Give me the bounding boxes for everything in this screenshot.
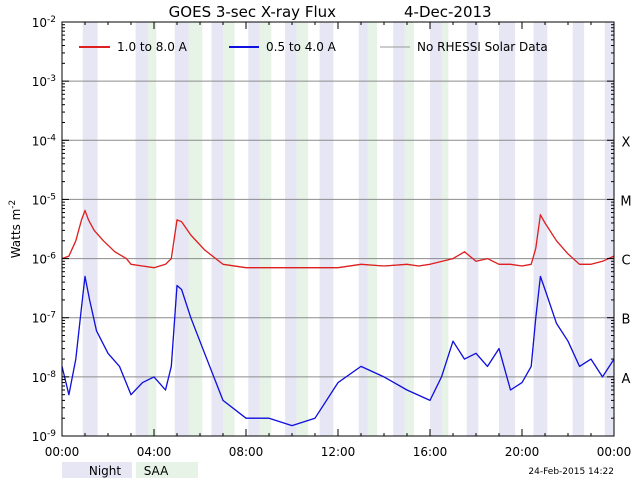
y-axis-label-text: Watts m	[9, 209, 23, 259]
y-axis-label: Watts m-2	[8, 200, 23, 259]
y-tick-label: 10-6	[32, 252, 57, 267]
x-tick-label: 20:00	[505, 445, 540, 459]
x-tick-label: 08:00	[229, 445, 264, 459]
saa-band-3	[259, 22, 272, 436]
saa-band-4	[296, 22, 309, 436]
y-tick-label-exp: -4	[47, 133, 56, 143]
flare-class-labels: X M C B A	[620, 135, 631, 387]
y-tick-labels: 10-210-310-410-510-610-710-810-9	[32, 15, 57, 444]
y-axis-label-sup: -2	[8, 200, 18, 209]
gridlines	[62, 80, 614, 378]
night-band-2	[174, 22, 189, 436]
class-label-C: C	[621, 254, 630, 269]
night-band-11	[499, 22, 516, 436]
shading-legend: Night SAA	[62, 462, 198, 478]
night-label: Night	[89, 464, 122, 478]
legend: 1.0 to 8.0 A 0.5 to 4.0 A No RHESSI Sola…	[79, 40, 548, 54]
series-line-0	[61, 209, 615, 269]
x-tick-label: 16:00	[413, 445, 448, 459]
x-tick-label: 12:00	[321, 445, 356, 459]
night-band-13	[572, 22, 585, 436]
shading-bands	[82, 22, 614, 436]
y-tick-label-base: 10	[32, 253, 47, 267]
y-tick-label: 10-8	[32, 370, 57, 385]
y-tick-label-base: 10	[32, 134, 47, 148]
series-layer	[61, 209, 615, 427]
class-label-X: X	[622, 135, 631, 150]
y-tick-label-exp: -3	[47, 74, 56, 84]
series-line-1	[61, 275, 615, 427]
night-band-10	[466, 22, 479, 436]
y-tick-label-base: 10	[32, 312, 47, 326]
legend-label-norhessi: No RHESSI Solar Data	[417, 40, 548, 54]
saa-band-2	[223, 22, 235, 436]
generated-timestamp: 24-Feb-2015 14:22	[528, 467, 614, 477]
x-tick-labels: 00:00 04:00 08:00 12:00 16:00 20:00 00:00	[45, 445, 632, 459]
y-tick-label-base: 10	[32, 371, 47, 385]
night-band-8	[393, 22, 405, 436]
x-tick-label: 00:00	[597, 445, 632, 459]
y-tick-label: 10-3	[32, 74, 56, 89]
y-tick-label: 10-4	[32, 133, 57, 148]
y-tick-label-exp: -5	[47, 192, 56, 202]
y-tick-label-exp: -6	[47, 252, 56, 262]
y-tick-label-exp: -8	[47, 370, 56, 380]
legend-label-short: 0.5 to 4.0 A	[266, 40, 337, 54]
x-tick-label: 00:00	[45, 445, 80, 459]
night-band-1	[135, 22, 149, 436]
y-tick-label-base: 10	[32, 430, 47, 444]
title-text: GOES 3-sec X-ray Flux	[169, 3, 336, 21]
y-tick-label-base: 10	[32, 16, 47, 30]
y-tick-label-exp: -7	[47, 311, 56, 321]
y-tick-label: 10-5	[32, 192, 56, 207]
title-date: 4-Dec-2013	[404, 3, 492, 21]
saa-label: SAA	[144, 464, 169, 478]
saa-swatch	[136, 462, 198, 478]
class-label-B: B	[622, 313, 631, 328]
night-band-6	[319, 22, 334, 436]
class-label-M: M	[620, 194, 631, 209]
y-tick-label: 10-9	[32, 429, 57, 444]
y-tick-label-base: 10	[32, 75, 47, 89]
y-tick-label-exp: -2	[47, 15, 56, 25]
saa-band-0	[148, 22, 157, 436]
y-tick-label-exp: -9	[47, 429, 56, 439]
y-tick-label: 10-7	[32, 311, 56, 326]
y-tick-label: 10-2	[32, 15, 56, 30]
night-band-0	[82, 22, 98, 436]
axis-ticks	[61, 21, 615, 437]
night-band-7	[358, 22, 368, 436]
night-band-12	[533, 22, 548, 436]
y-tick-label-base: 10	[32, 193, 47, 207]
saa-band-7	[441, 22, 449, 436]
saa-band-5	[367, 22, 378, 436]
chart-title: GOES 3-sec X-ray Flux 4-Dec-2013	[169, 3, 492, 21]
class-label-A: A	[622, 372, 631, 387]
saa-band-6	[404, 22, 414, 436]
legend-label-long: 1.0 to 8.0 A	[117, 40, 188, 54]
night-band-14	[604, 22, 614, 436]
night-band-9	[430, 22, 442, 436]
night-band-4	[248, 22, 260, 436]
night-band-5	[285, 22, 297, 436]
night-band-3	[211, 22, 223, 436]
saa-band-1	[188, 22, 203, 436]
x-tick-label: 04:00	[137, 445, 172, 459]
night-swatch	[62, 462, 132, 478]
